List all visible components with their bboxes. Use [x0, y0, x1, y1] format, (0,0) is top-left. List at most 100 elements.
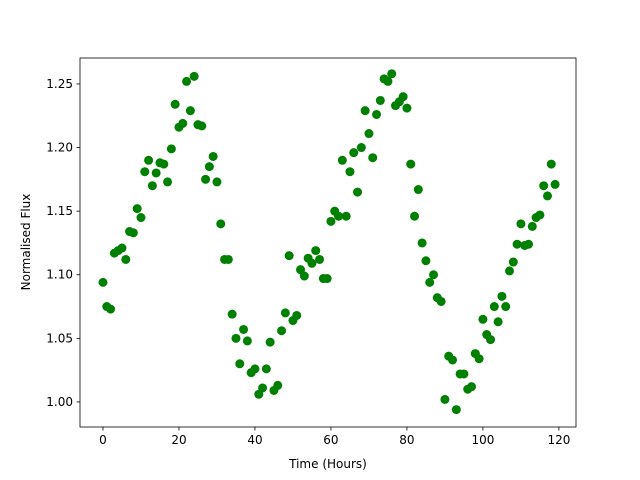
data-point: [98, 277, 108, 287]
data-point: [516, 219, 526, 229]
data-point: [486, 335, 496, 345]
data-point: [421, 256, 431, 266]
data-point: [273, 380, 283, 390]
data-point: [353, 187, 363, 197]
data-point: [121, 254, 131, 264]
data-point: [315, 254, 325, 264]
data-point: [360, 106, 370, 116]
data-point: [459, 369, 469, 379]
x-tick-label: 0: [99, 433, 107, 447]
data-point: [292, 310, 302, 320]
data-point: [368, 153, 378, 163]
data-point: [478, 314, 488, 324]
x-tick-label: 20: [171, 433, 186, 447]
data-point: [497, 291, 507, 301]
data-point: [508, 257, 518, 267]
data-point: [436, 296, 446, 306]
data-point: [231, 333, 241, 343]
x-tick-label: 100: [471, 433, 494, 447]
data-point: [258, 383, 268, 393]
data-point: [413, 185, 423, 195]
data-point: [106, 304, 116, 314]
data-point: [170, 99, 180, 109]
data-point: [493, 317, 503, 327]
x-tick-label: 80: [399, 433, 414, 447]
data-point: [140, 167, 150, 177]
data-point: [337, 155, 347, 165]
data-point: [307, 258, 317, 268]
data-point: [311, 246, 321, 256]
data-point: [250, 364, 260, 374]
data-point: [277, 326, 287, 336]
data-point: [299, 271, 309, 281]
data-point: [136, 213, 146, 223]
data-point: [197, 121, 207, 131]
data-point: [349, 148, 359, 158]
data-point: [429, 270, 439, 280]
data-point: [159, 159, 169, 169]
data-point: [178, 118, 188, 128]
data-point: [440, 394, 450, 404]
data-point: [451, 405, 461, 415]
data-point: [527, 221, 537, 231]
data-point: [402, 103, 412, 113]
data-point: [334, 211, 344, 221]
data-point: [227, 309, 237, 319]
data-point: [448, 355, 458, 365]
data-point: [425, 277, 435, 287]
data-point: [239, 324, 249, 334]
data-point: [185, 106, 195, 116]
data-point: [284, 251, 294, 261]
data-point: [524, 239, 534, 249]
data-point: [208, 151, 218, 161]
y-tick-label: 1.00: [46, 395, 73, 409]
data-point: [512, 239, 522, 249]
data-point: [417, 238, 427, 248]
data-point: [132, 204, 142, 214]
data-point: [372, 109, 382, 119]
y-tick-label: 1.10: [46, 268, 73, 282]
data-point: [341, 211, 351, 221]
x-axis-label: Time (Hours): [288, 457, 367, 471]
data-point: [151, 168, 161, 178]
data-point: [364, 129, 374, 139]
x-tick-label: 40: [247, 433, 262, 447]
data-point: [489, 302, 499, 312]
data-point: [539, 181, 549, 191]
data-point: [117, 243, 127, 253]
data-point: [410, 211, 420, 221]
data-point: [501, 302, 511, 312]
data-point: [163, 177, 173, 187]
plot-frame: [79, 57, 577, 428]
data-point: [216, 219, 226, 229]
data-point: [474, 354, 484, 364]
data-point: [467, 382, 477, 392]
data-point: [189, 71, 199, 81]
data-point: [265, 337, 275, 347]
data-point: [398, 92, 408, 102]
data-point: [235, 359, 245, 369]
x-tick-label: 120: [547, 433, 570, 447]
data-point: [204, 162, 214, 172]
data-point: [375, 95, 385, 105]
data-point: [383, 76, 393, 86]
data-point: [242, 336, 252, 346]
y-axis-label: Normalised Flux: [19, 194, 33, 291]
y-tick-label: 1.25: [46, 77, 73, 91]
data-point: [280, 308, 290, 318]
data-point: [261, 364, 271, 374]
data-point: [147, 181, 157, 191]
data-point: [201, 174, 211, 184]
data-point: [144, 155, 154, 165]
y-tick-label: 1.05: [46, 331, 73, 345]
data-point: [182, 76, 192, 86]
data-point: [322, 274, 332, 284]
data-point: [406, 159, 416, 169]
data-point: [546, 159, 556, 169]
data-point: [345, 167, 355, 177]
data-point: [166, 144, 176, 154]
data-point: [550, 179, 560, 189]
data-point: [128, 228, 138, 238]
data-point: [326, 216, 336, 226]
